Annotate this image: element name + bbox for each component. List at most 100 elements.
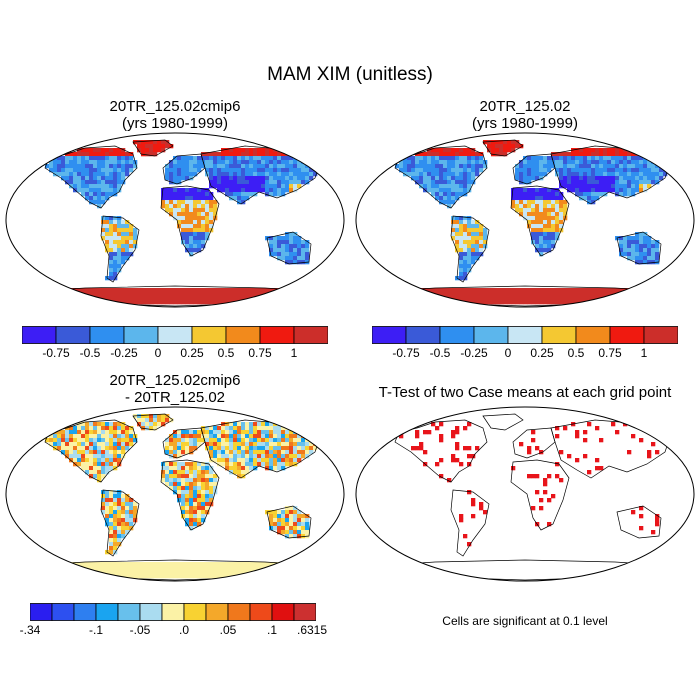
continent-outline xyxy=(482,139,524,157)
map-border xyxy=(5,132,345,308)
colorbar-swatch xyxy=(205,603,229,621)
ttest-significance-note: Cells are significant at 0.1 level xyxy=(442,614,608,628)
colorbar-tick-label: 0.25 xyxy=(180,346,204,360)
colorbar-tick-label: -0.75 xyxy=(392,346,420,360)
map-panel-1 xyxy=(5,132,345,308)
colorbar-swatch xyxy=(249,603,273,621)
map-panel-3-difference xyxy=(5,406,345,582)
colorbar-tick-label: 1 xyxy=(290,346,298,360)
continent-outline xyxy=(512,153,556,185)
panel-title-4: T-Test of two Case means at each grid po… xyxy=(350,384,700,401)
colorbar-tick-label: -.05 xyxy=(129,623,151,637)
continent-outline xyxy=(394,145,488,209)
colorbar-swatch xyxy=(473,326,509,344)
colorbar-swatch xyxy=(439,326,475,344)
main-title: MAM XIM (unitless) xyxy=(267,64,433,85)
continent-outline xyxy=(616,505,662,539)
colorbar-tick-label: -0.5 xyxy=(429,346,451,360)
colorbar-field-1 xyxy=(22,326,328,344)
continent-outline xyxy=(510,459,570,531)
colorbar-swatch xyxy=(225,326,261,344)
colorbar-field-2-ticks: -0.75 -0.5 -0.25 0 0.25 0.5 0.75 1 xyxy=(372,346,678,362)
map-border xyxy=(355,406,695,582)
continent-outline xyxy=(450,215,490,283)
panel-title-3-line1: 20TR_125.02cmip6 xyxy=(109,372,241,389)
colorbar-swatch xyxy=(259,326,295,344)
colorbar-tick-label: .1 xyxy=(266,623,278,637)
colorbar-swatch xyxy=(293,326,328,344)
colorbar-swatch xyxy=(191,326,227,344)
colorbar-swatch xyxy=(51,603,75,621)
colorbar-tick-label: 0.75 xyxy=(248,346,272,360)
colorbar-tick-label: 0.5 xyxy=(217,346,235,360)
continent-outline xyxy=(132,139,174,157)
panel-title-3: 20TR_125.02cmip6 - 20TR_125.02 xyxy=(0,372,350,406)
colorbar-swatch xyxy=(161,603,185,621)
colorbar-tick-label: 0 xyxy=(154,346,162,360)
panel-title-3-line2: - 20TR_125.02 xyxy=(124,389,226,406)
colorbar-swatch xyxy=(73,603,97,621)
colorbar-swatch xyxy=(405,326,441,344)
map-border xyxy=(5,406,345,582)
colorbar-tick-label: -0.25 xyxy=(110,346,138,360)
colorbar-swatch xyxy=(22,326,57,344)
continent-outline xyxy=(482,413,524,431)
colorbar-swatch xyxy=(575,326,611,344)
continent-outline xyxy=(616,231,662,265)
panel-title-1: 20TR_125.02cmip6 (yrs 1980-1999) xyxy=(0,98,350,132)
map-panel-2 xyxy=(355,132,695,308)
panel-title-2: 20TR_125.02 (yrs 1980-1999) xyxy=(350,98,700,132)
panel-title-2-line2: (yrs 1980-1999) xyxy=(472,115,578,132)
colorbar-tick-label: -0.75 xyxy=(42,346,70,360)
colorbar-swatch xyxy=(55,326,91,344)
panel-title-1-line2: (yrs 1980-1999) xyxy=(122,115,228,132)
colorbar-swatch xyxy=(643,326,678,344)
colorbar-swatch xyxy=(123,326,159,344)
colorbar-swatch xyxy=(95,603,119,621)
colorbar-tick-label: .6315 xyxy=(296,623,328,637)
colorbar-tick-label: 0.25 xyxy=(530,346,554,360)
continent-outline xyxy=(100,215,140,283)
colorbar-tick-label: 1 xyxy=(640,346,648,360)
continent-outline xyxy=(450,489,490,557)
continent-outline xyxy=(394,419,488,483)
continent-outline xyxy=(162,427,206,459)
panel-title-4-line1: T-Test of two Case means at each grid po… xyxy=(378,384,672,401)
colorbar-tick-label: -0.5 xyxy=(79,346,101,360)
colorbar-difference xyxy=(30,603,316,621)
colorbar-swatch xyxy=(117,603,141,621)
map-panel-4-ttest xyxy=(355,406,695,582)
continent-outline xyxy=(266,505,312,539)
colorbar-swatch xyxy=(30,603,53,621)
colorbar-swatch xyxy=(139,603,163,621)
colorbar-tick-label: 0.5 xyxy=(567,346,585,360)
colorbar-tick-label: .05 xyxy=(219,623,237,637)
colorbar-swatch xyxy=(89,326,125,344)
colorbar-swatch xyxy=(372,326,407,344)
colorbar-swatch xyxy=(293,603,316,621)
colorbar-tick-label: .0 xyxy=(178,623,190,637)
colorbar-swatch xyxy=(271,603,295,621)
colorbar-tick-label: 0.75 xyxy=(598,346,622,360)
colorbar-field-2 xyxy=(372,326,678,344)
colorbar-difference-ticks: -.34 -.1 -.05 .0 .05 .1 .6315 xyxy=(20,623,327,639)
colorbar-swatch xyxy=(183,603,207,621)
continent-outline xyxy=(100,489,140,557)
continent-outline xyxy=(132,413,174,431)
colorbar-swatch xyxy=(609,326,645,344)
map-border xyxy=(355,132,695,308)
panel-title-2-line1: 20TR_125.02 xyxy=(479,98,571,115)
colorbar-swatch xyxy=(157,326,193,344)
colorbar-swatch xyxy=(227,603,251,621)
colorbar-tick-label: 0 xyxy=(504,346,512,360)
colorbar-tick-label: -.34 xyxy=(19,623,41,637)
continent-outline xyxy=(160,459,220,531)
continent-outline xyxy=(510,185,570,257)
colorbar-tick-label: -0.25 xyxy=(460,346,488,360)
colorbar-swatch xyxy=(507,326,543,344)
colorbar-swatch xyxy=(541,326,577,344)
colorbar-tick-label: -.1 xyxy=(88,623,104,637)
continent-outline xyxy=(266,231,312,265)
continent-outline xyxy=(162,153,206,185)
colorbar-field-1-ticks: -0.75 -0.5 -0.25 0 0.25 0.5 0.75 1 xyxy=(22,346,328,362)
